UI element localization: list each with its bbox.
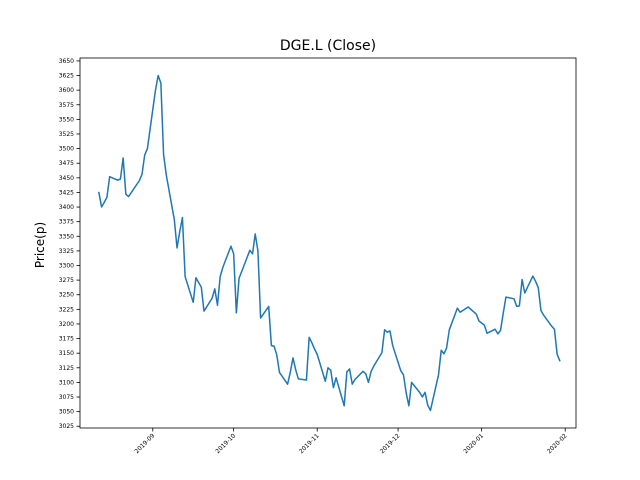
y-tick-label: 3600	[59, 87, 74, 94]
chart-title: DGE.L (Close)	[280, 38, 376, 54]
y-tick-label: 3550	[59, 116, 74, 123]
y-tick-label: 3225	[59, 306, 74, 313]
y-tick-label: 3150	[59, 350, 74, 357]
y-tick-label: 3650	[59, 58, 74, 65]
y-tick-label: 3100	[59, 379, 74, 386]
y-tick-label: 3350	[59, 233, 74, 240]
y-tick-label: 3175	[59, 336, 74, 343]
y-tick-label: 3200	[59, 321, 74, 328]
y-tick-label: 3575	[59, 102, 74, 109]
y-tick-label: 3050	[59, 409, 74, 416]
y-tick-label: 3625	[59, 73, 74, 80]
series-line-dge-close	[98, 74, 561, 412]
y-tick-label: 3250	[59, 292, 74, 299]
y-tick-label: 3275	[59, 277, 74, 284]
y-tick-label: 3375	[59, 219, 74, 226]
y-axis-label: Price(p)	[33, 222, 47, 268]
y-tick-label: 3025	[59, 423, 74, 430]
y-tick-label: 3075	[59, 394, 74, 401]
y-tick-label: 3400	[59, 204, 74, 211]
y-tick-label: 3425	[59, 189, 74, 196]
y-axis: 3025 3050 3075 3100 3125 3150 3175 3200 3225 3250…	[59, 58, 80, 430]
y-tick-label: 3325	[59, 248, 74, 255]
y-tick-label: 3525	[59, 131, 74, 138]
y-tick-label: 3475	[59, 160, 74, 167]
y-tick-label: 3500	[59, 146, 74, 153]
y-tick-label: 3300	[59, 263, 74, 270]
y-tick-label: 3125	[59, 365, 74, 372]
y-tick-label: 3450	[59, 175, 74, 182]
plot-frame	[79, 57, 577, 429]
